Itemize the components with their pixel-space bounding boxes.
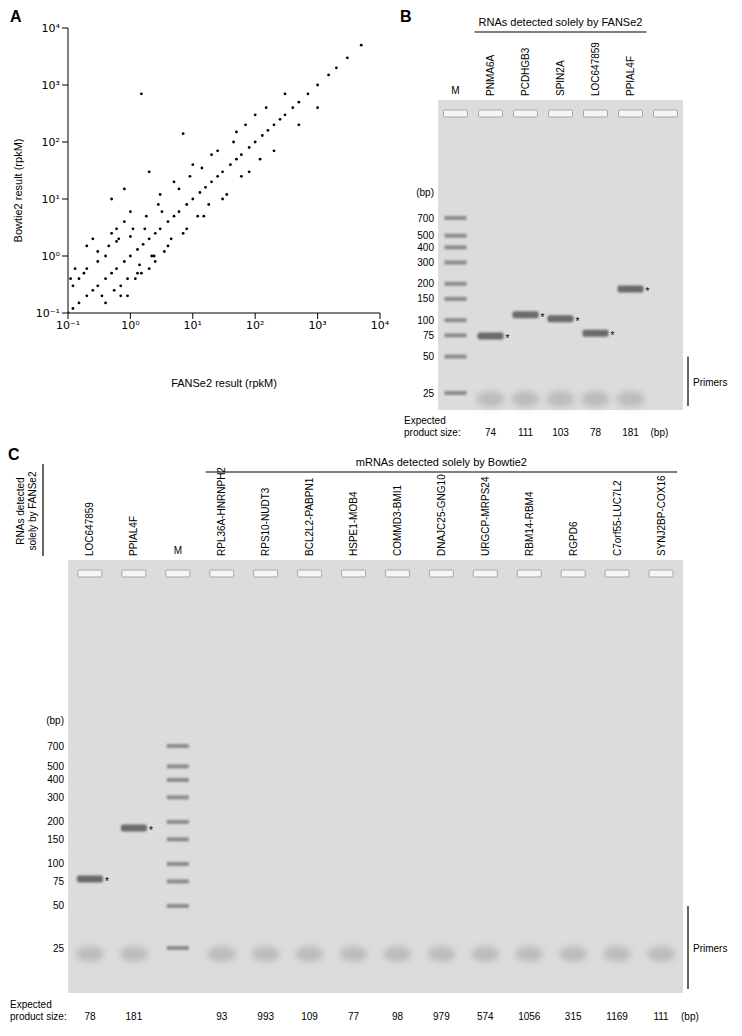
svg-text:700: 700 — [47, 741, 64, 752]
svg-text:Expected: Expected — [404, 415, 446, 426]
svg-text:500: 500 — [417, 230, 434, 241]
svg-text:10¹: 10¹ — [184, 319, 202, 332]
svg-text:10²: 10² — [42, 136, 60, 149]
svg-text:Expected: Expected — [10, 999, 52, 1010]
svg-text:FANSe2 result (rpkM): FANSe2 result (rpkM) — [171, 377, 277, 389]
svg-text:1056: 1056 — [518, 1011, 541, 1022]
svg-text:200: 200 — [47, 816, 64, 827]
svg-text:10²: 10² — [246, 319, 264, 332]
svg-text:181: 181 — [622, 427, 639, 438]
svg-text:10³: 10³ — [308, 319, 326, 332]
svg-text:300: 300 — [47, 792, 64, 803]
svg-text:B: B — [400, 8, 412, 25]
svg-text:111: 111 — [653, 1011, 669, 1022]
svg-text:(bp): (bp) — [681, 1011, 699, 1022]
svg-text:10¹: 10¹ — [42, 193, 60, 206]
svg-text:COMMD3-BMI1: COMMD3-BMI1 — [392, 484, 403, 556]
svg-text:50: 50 — [423, 351, 435, 362]
svg-text:979: 979 — [433, 1011, 450, 1022]
svg-text:(bp): (bp) — [46, 715, 64, 726]
svg-text:10⁰: 10⁰ — [42, 250, 61, 263]
svg-text:BCL2L2-PABPN1: BCL2L2-PABPN1 — [304, 477, 315, 556]
svg-text:(bp): (bp) — [651, 427, 669, 438]
svg-text:M: M — [451, 85, 459, 96]
svg-text:*: * — [576, 316, 580, 327]
svg-text:product size:: product size: — [404, 427, 461, 438]
svg-text:25: 25 — [423, 388, 435, 399]
svg-text:150: 150 — [417, 293, 434, 304]
svg-text:C: C — [8, 446, 20, 463]
svg-text:DNAJC25-GNG10: DNAJC25-GNG10 — [436, 474, 447, 556]
svg-text:50: 50 — [53, 900, 65, 911]
svg-text:181: 181 — [126, 1011, 143, 1022]
svg-text:700: 700 — [417, 213, 434, 224]
svg-text:Bowtie2 result (rpkM): Bowtie2 result (rpkM) — [12, 139, 24, 243]
svg-text:10³: 10³ — [42, 79, 60, 92]
svg-text:solely by FANSe2: solely by FANSe2 — [27, 471, 38, 550]
svg-text:HSPE1-MOB4: HSPE1-MOB4 — [348, 491, 359, 556]
svg-text:RPL36A-HNRNPH2: RPL36A-HNRNPH2 — [216, 467, 227, 556]
svg-text:500: 500 — [47, 761, 64, 772]
svg-text:400: 400 — [47, 774, 64, 785]
svg-text:103: 103 — [552, 427, 569, 438]
svg-text:RGPD6: RGPD6 — [568, 521, 579, 556]
svg-text:111: 111 — [518, 427, 534, 438]
svg-text:A: A — [10, 8, 22, 25]
svg-text:98: 98 — [392, 1011, 404, 1022]
svg-text:RNAs detected: RNAs detected — [15, 477, 26, 544]
svg-text:78: 78 — [84, 1011, 96, 1022]
svg-text:C7orf55-LUC7L2: C7orf55-LUC7L2 — [612, 480, 623, 556]
svg-text:RNAs detected solely by FANSe2: RNAs detected solely by FANSe2 — [479, 16, 643, 28]
svg-text:93: 93 — [216, 1011, 228, 1022]
svg-text:*: * — [105, 876, 109, 887]
svg-text:M: M — [174, 545, 182, 556]
svg-text:*: * — [506, 333, 510, 344]
svg-text:300: 300 — [417, 257, 434, 268]
svg-text:10⁻¹: 10⁻¹ — [36, 307, 60, 320]
svg-text:150: 150 — [47, 834, 64, 845]
svg-text:75: 75 — [423, 330, 435, 341]
svg-text:PPIAL4F: PPIAL4F — [128, 516, 139, 556]
svg-text:mRNAs detected solely by Bowti: mRNAs detected solely by Bowtie2 — [356, 456, 527, 468]
svg-text:PPIAL4F: PPIAL4F — [625, 56, 636, 96]
svg-text:*: * — [541, 312, 545, 323]
svg-text:78: 78 — [590, 427, 602, 438]
svg-text:10⁰: 10⁰ — [121, 319, 140, 332]
svg-text:RPS10-NUDT3: RPS10-NUDT3 — [260, 487, 271, 556]
svg-text:product size:: product size: — [10, 1011, 67, 1022]
svg-text:Primers: Primers — [693, 943, 727, 954]
svg-text:574: 574 — [477, 1011, 494, 1022]
svg-text:10⁴: 10⁴ — [42, 22, 61, 35]
svg-text:*: * — [149, 825, 153, 836]
svg-text:100: 100 — [47, 858, 64, 869]
svg-text:400: 400 — [417, 242, 434, 253]
svg-text:10⁴: 10⁴ — [371, 319, 390, 332]
svg-text:LOC647859: LOC647859 — [590, 42, 601, 96]
svg-text:RBM14-RBM4: RBM14-RBM4 — [524, 491, 535, 556]
svg-text:PCDHGB3: PCDHGB3 — [520, 47, 531, 96]
svg-text:URGCP-MRPS24: URGCP-MRPS24 — [480, 476, 491, 556]
svg-text:PNMA6A: PNMA6A — [485, 55, 496, 96]
svg-text:315: 315 — [565, 1011, 582, 1022]
svg-text:10⁻¹: 10⁻¹ — [56, 319, 80, 332]
svg-text:109: 109 — [301, 1011, 318, 1022]
svg-text:25: 25 — [53, 943, 65, 954]
svg-text:Primers: Primers — [693, 377, 727, 388]
svg-text:(bp): (bp) — [416, 187, 434, 198]
svg-text:77: 77 — [348, 1011, 360, 1022]
svg-text:SPIN2A: SPIN2A — [555, 60, 566, 96]
svg-text:75: 75 — [53, 876, 65, 887]
svg-text:*: * — [646, 286, 650, 297]
svg-text:74: 74 — [485, 427, 497, 438]
svg-text:993: 993 — [257, 1011, 274, 1022]
svg-text:SYNJ2BP-COX16: SYNJ2BP-COX16 — [656, 475, 667, 556]
svg-text:LOC647859: LOC647859 — [84, 502, 95, 556]
svg-text:200: 200 — [417, 278, 434, 289]
svg-text:1169: 1169 — [606, 1011, 628, 1022]
svg-text:100: 100 — [417, 315, 434, 326]
svg-text:*: * — [611, 330, 615, 341]
